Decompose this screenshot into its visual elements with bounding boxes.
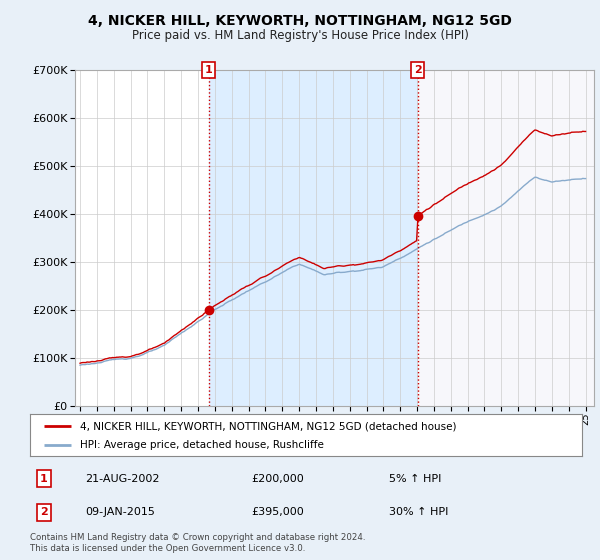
- Text: 2: 2: [413, 65, 421, 75]
- Text: 30% ↑ HPI: 30% ↑ HPI: [389, 507, 448, 517]
- Text: HPI: Average price, detached house, Rushcliffe: HPI: Average price, detached house, Rush…: [80, 440, 323, 450]
- Text: 09-JAN-2015: 09-JAN-2015: [85, 507, 155, 517]
- Text: 4, NICKER HILL, KEYWORTH, NOTTINGHAM, NG12 5GD: 4, NICKER HILL, KEYWORTH, NOTTINGHAM, NG…: [88, 14, 512, 28]
- Bar: [209, 70, 418, 406]
- Text: Price paid vs. HM Land Registry's House Price Index (HPI): Price paid vs. HM Land Registry's House …: [131, 29, 469, 42]
- Text: 2: 2: [40, 507, 47, 517]
- Text: 1: 1: [205, 65, 212, 75]
- Text: Contains HM Land Registry data © Crown copyright and database right 2024.
This d: Contains HM Land Registry data © Crown c…: [30, 533, 365, 553]
- Text: £395,000: £395,000: [251, 507, 304, 517]
- Bar: [418, 70, 594, 406]
- Text: 5% ↑ HPI: 5% ↑ HPI: [389, 474, 441, 484]
- Text: 21-AUG-2002: 21-AUG-2002: [85, 474, 160, 484]
- Text: 4, NICKER HILL, KEYWORTH, NOTTINGHAM, NG12 5GD (detached house): 4, NICKER HILL, KEYWORTH, NOTTINGHAM, NG…: [80, 421, 456, 431]
- Text: £200,000: £200,000: [251, 474, 304, 484]
- Text: 1: 1: [40, 474, 47, 484]
